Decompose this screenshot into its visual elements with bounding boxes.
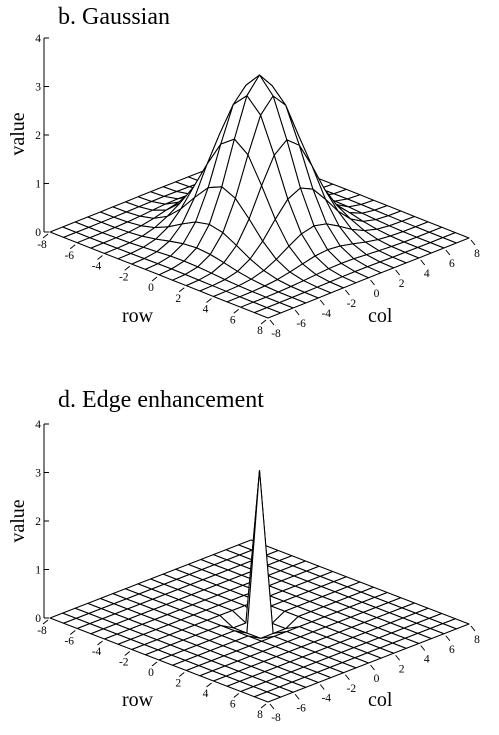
col-tick: [420, 645, 426, 651]
col-tick-label: -6: [296, 702, 306, 714]
z-tick-label: 0: [35, 613, 41, 625]
row-axis-label: row: [122, 689, 154, 711]
col-tick: [370, 279, 375, 286]
row-tick: [206, 682, 212, 688]
col-tick-label: -2: [347, 298, 357, 310]
z-tick-label: 4: [35, 33, 41, 45]
surface-cell: [253, 307, 282, 319]
gaussian-panel: b. Gaussian value row col 0 1 2 3 4 -8 -6 -4 -2 0…: [7, 4, 480, 340]
col-tick-label: 4: [424, 268, 430, 280]
col-tick-label: 6: [449, 644, 455, 656]
col-axis-label: col: [368, 689, 393, 711]
col-tick: [294, 693, 300, 700]
row-tick: [151, 276, 158, 282]
row-tick-label: 2: [175, 293, 181, 305]
row-tick-label: 0: [148, 667, 154, 679]
row-tick-label: -8: [37, 625, 47, 637]
row-axis-label: row: [122, 305, 154, 327]
col-tick-label: 8: [474, 248, 480, 260]
row-tick-label: 6: [230, 314, 236, 326]
col-tick-label: 0: [374, 288, 380, 300]
row-tick-label: -8: [37, 239, 47, 251]
row-tick: [69, 244, 76, 250]
row-tick: [178, 287, 185, 293]
col-tick-label: 8: [474, 634, 480, 646]
z-tick-label: 2: [35, 516, 41, 528]
z-tick-label: 4: [35, 419, 41, 431]
col-tick: [269, 319, 275, 326]
row-tick: [97, 640, 103, 646]
col-tick: [420, 259, 426, 266]
col-tick-label: -8: [271, 712, 281, 724]
col-tick: [370, 664, 375, 671]
z-axis-label: value: [7, 499, 29, 542]
row-tick: [69, 630, 76, 635]
col-tick-label: 2: [399, 663, 405, 675]
col-tick: [269, 703, 275, 710]
col-tick: [445, 635, 451, 642]
row-tick-label: 4: [203, 304, 209, 316]
row-tick-label: -4: [92, 261, 102, 273]
col-tick-label: -4: [321, 308, 331, 320]
col-tick: [395, 654, 401, 661]
row-tick: [260, 319, 267, 325]
z-tick-label: 2: [35, 130, 41, 142]
col-tick-label: -6: [296, 318, 306, 330]
row-tick-label: -4: [92, 646, 102, 658]
col-tick: [470, 625, 476, 632]
row-tick: [42, 233, 49, 239]
col-tick-label: 4: [424, 654, 430, 666]
row-tick: [42, 619, 49, 625]
col-tick-label: 6: [449, 258, 455, 270]
row-tick-label: 4: [203, 688, 209, 700]
col-tick-label: -2: [347, 683, 357, 695]
row-tick: [206, 298, 212, 303]
col-tick: [319, 299, 325, 306]
col-tick: [294, 309, 300, 316]
z-axis-label: value: [7, 112, 29, 155]
row-tick-label: 6: [230, 699, 236, 711]
row-tick: [233, 693, 240, 698]
col-tick-label: -4: [321, 693, 331, 705]
chart-title-gaussian: b. Gaussian: [58, 4, 170, 30]
col-tick-label: 0: [374, 673, 380, 685]
col-tick: [344, 289, 350, 296]
row-tick-label: 8: [257, 325, 263, 337]
col-tick-label: 2: [399, 278, 405, 290]
z-tick-label: 0: [35, 227, 41, 239]
surface-cell: [253, 691, 282, 703]
col-tick: [344, 674, 350, 681]
chart-title-edge: d. Edge enhancement: [58, 387, 264, 413]
row-tick-label: -2: [119, 657, 129, 669]
row-tick: [151, 661, 158, 667]
row-tick: [124, 265, 131, 271]
row-tick-label: -6: [64, 636, 74, 648]
col-tick: [445, 249, 451, 256]
col-tick: [319, 684, 325, 690]
col-tick-label: -8: [271, 328, 281, 340]
edge-enhancement-panel: d. Edge enhancement value row col 0 1 2 3 4 -…: [7, 387, 480, 724]
row-tick-label: -6: [64, 250, 74, 262]
col-tick: [395, 269, 401, 276]
z-tick-label: 3: [35, 82, 41, 94]
z-tick-label: 1: [35, 565, 41, 577]
z-tick-label: 1: [35, 179, 41, 191]
row-tick-label: -2: [119, 271, 129, 283]
row-tick: [124, 651, 131, 656]
row-tick-label: 8: [257, 709, 263, 721]
row-tick: [260, 703, 267, 709]
row-tick: [233, 308, 240, 314]
row-tick: [178, 672, 185, 677]
row-tick: [97, 255, 103, 260]
row-tick-label: 2: [175, 678, 181, 690]
z-tick-label: 3: [35, 468, 41, 480]
row-tick-label: 0: [148, 282, 154, 294]
col-axis-label: col: [368, 305, 393, 327]
col-tick: [470, 239, 476, 246]
